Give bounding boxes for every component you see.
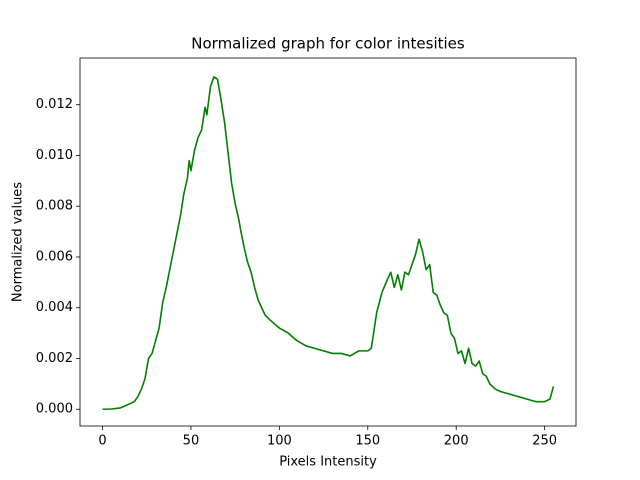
x-tick-label: 250 (532, 434, 557, 449)
x-tick-label: 0 (98, 434, 106, 449)
y-tick-label: 0.004 (36, 300, 73, 315)
y-tick-label: 0.012 (36, 97, 73, 112)
x-tick-label: 200 (444, 434, 469, 449)
y-tick-label: 0.010 (36, 148, 73, 163)
data-line (102, 75, 555, 411)
plot-frame (79, 57, 577, 427)
x-tick-label: 150 (355, 434, 380, 449)
x-tick-label: 50 (183, 434, 200, 449)
chart-title: Normalized graph for color intesities (191, 35, 465, 53)
y-tick-label: 0.006 (36, 249, 73, 264)
x-axis-label: Pixels Intensity (279, 455, 377, 470)
y-axis-label: Normalized values (11, 182, 26, 302)
y-tick-label: 0.000 (36, 402, 73, 417)
y-tick-label: 0.008 (36, 199, 73, 214)
x-tick-label: 100 (267, 434, 292, 449)
y-tick-label: 0.002 (36, 351, 73, 366)
